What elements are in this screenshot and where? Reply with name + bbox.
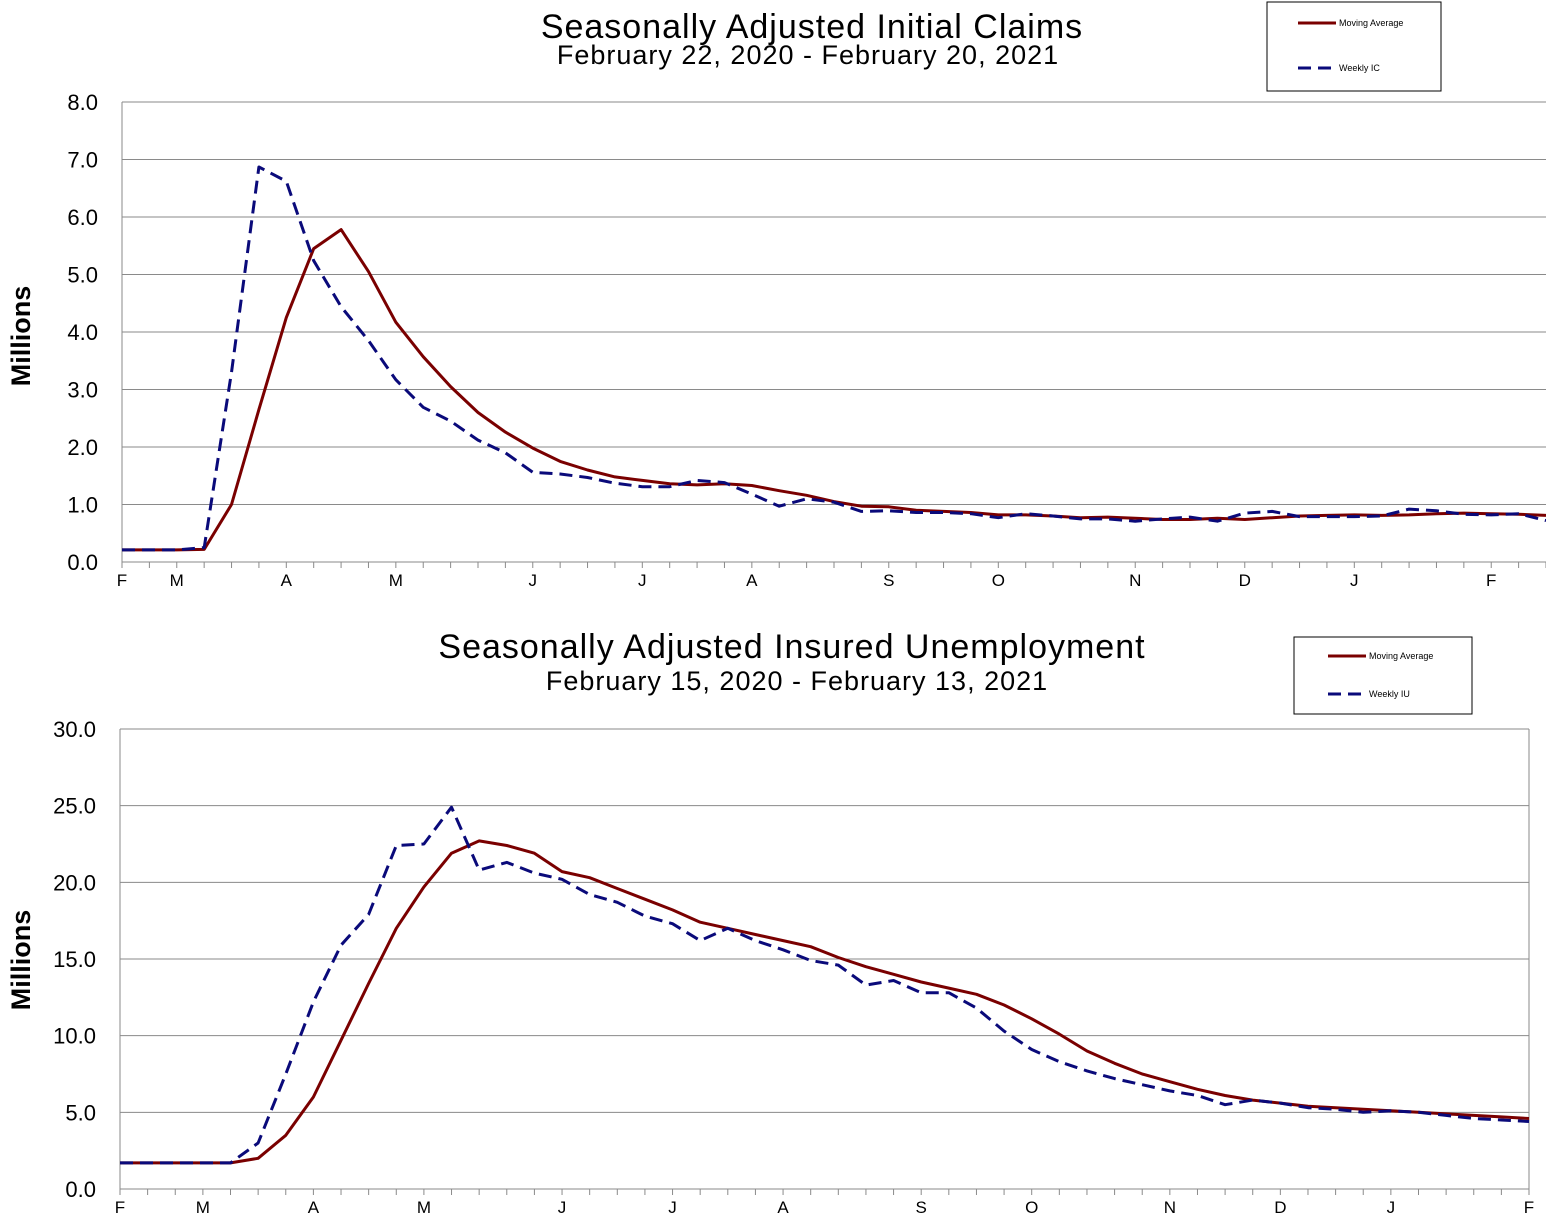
initial-claims-chart: Seasonally Adjusted Initial Claims Febru… (6, 1, 1546, 590)
x-tick-label: A (308, 1198, 320, 1217)
x-tick-label: F (1486, 571, 1496, 590)
x-tick-label: O (1025, 1198, 1038, 1217)
x-tick-label: A (746, 571, 758, 590)
x-tick-label: A (281, 571, 293, 590)
x-tick-label: D (1274, 1198, 1286, 1217)
x-tick-label: A (777, 1198, 789, 1217)
chart1-title: Seasonally Adjusted Initial Claims (541, 8, 1083, 46)
chart2-title: Seasonally Adjusted Insured Unemployment (438, 628, 1145, 666)
chart2-subtitle: February 15, 2020 - February 13, 2021 (546, 666, 1048, 696)
chart1-legend-box (1266, 1, 1442, 92)
y-tick-label: 7.0 (67, 148, 98, 173)
chart1-legend: Moving Average Weekly IC (1266, 1, 1442, 92)
y-tick-label: 10.0 (53, 1024, 96, 1049)
x-tick-label: M (389, 571, 403, 590)
chart2-y-tick-labels: 0.0 5.0 10.0 15.0 20.0 25.0 30.0 (53, 717, 96, 1202)
chart1-legend-weekly-label: Weekly IC (1339, 63, 1380, 73)
y-tick-label: 6.0 (67, 205, 98, 230)
chart1-legend-ma-label: Moving Average (1339, 18, 1403, 28)
y-tick-label: 15.0 (53, 947, 96, 972)
x-tick-label: J (638, 571, 647, 590)
chart2-legend-ma-label: Moving Average (1369, 651, 1433, 661)
y-tick-label: 8.0 (67, 90, 98, 115)
x-tick-label: J (668, 1198, 677, 1217)
chart1-subtitle: February 22, 2020 - February 20, 2021 (557, 40, 1059, 70)
x-tick-label: S (916, 1198, 927, 1217)
chart2-legend-box (1293, 636, 1473, 715)
y-tick-label: 5.0 (67, 263, 98, 288)
y-tick-label: 3.0 (67, 378, 98, 403)
x-tick-label: N (1164, 1198, 1176, 1217)
x-tick-label: N (1129, 571, 1141, 590)
x-tick-label: J (1350, 571, 1359, 590)
x-tick-label: F (117, 571, 127, 590)
x-tick-label: F (115, 1198, 125, 1217)
y-tick-label: 25.0 (53, 794, 96, 819)
x-tick-label: D (1239, 571, 1251, 590)
weekly-series-line (122, 165, 1546, 552)
x-tick-label: M (196, 1198, 210, 1217)
y-tick-label: 0.0 (65, 1177, 96, 1202)
y-tick-label: 5.0 (65, 1100, 96, 1125)
y-tick-label: 0.0 (67, 550, 98, 575)
x-tick-label: M (417, 1198, 431, 1217)
y-tick-label: 2.0 (67, 435, 98, 460)
y-tick-label: 20.0 (53, 870, 96, 895)
x-tick-label: J (1387, 1198, 1396, 1217)
chart1-ylabel: Millions (6, 286, 36, 387)
y-tick-label: 4.0 (67, 320, 98, 345)
x-tick-label: S (883, 571, 894, 590)
chart2-legend: Moving Average Weekly IU (1293, 636, 1473, 715)
chart1-series-lines (122, 165, 1546, 552)
chart2-legend-weekly-label: Weekly IU (1369, 689, 1410, 699)
chart2-series-lines (120, 805, 1530, 1165)
x-tick-label: M (170, 571, 184, 590)
chart1-y-tick-labels: 0.0 1.0 2.0 3.0 4.0 5.0 6.0 7.0 8.0 (67, 90, 98, 575)
insured-unemployment-chart: Seasonally Adjusted Insured Unemployment… (6, 628, 1534, 1217)
moving-average-series-line (120, 839, 1530, 1165)
weekly-series-line (120, 805, 1530, 1165)
x-tick-label: O (992, 571, 1005, 590)
chart2-gridlines (119, 728, 1530, 1195)
y-tick-label: 30.0 (53, 717, 96, 742)
chart1-gridlines (121, 101, 1546, 568)
x-tick-label: F (1524, 1198, 1534, 1217)
x-tick-label: J (558, 1198, 567, 1217)
x-tick-label: J (529, 571, 538, 590)
y-tick-label: 1.0 (67, 493, 98, 518)
chart2-ylabel: Millions (6, 910, 36, 1011)
